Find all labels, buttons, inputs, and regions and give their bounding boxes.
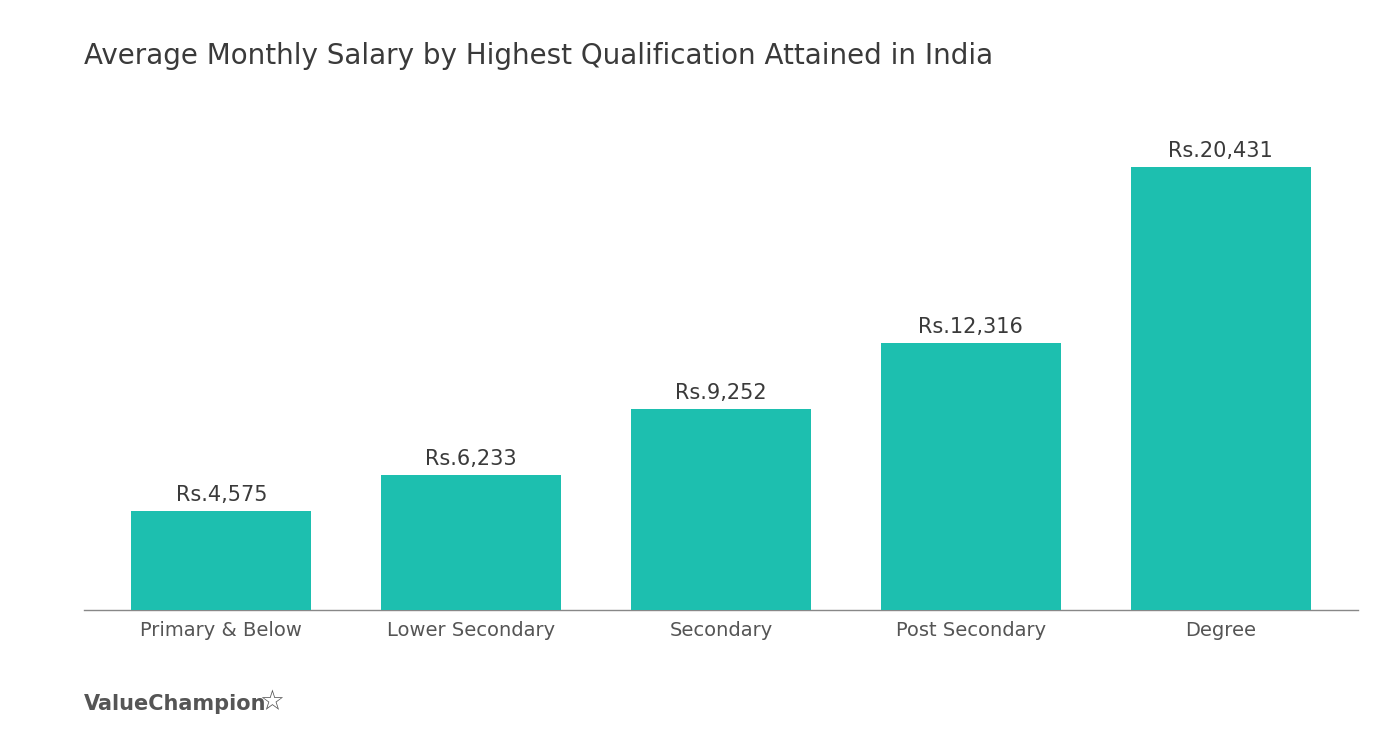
Text: Rs.4,575: Rs.4,575 bbox=[175, 485, 267, 504]
Text: Rs.6,233: Rs.6,233 bbox=[426, 449, 517, 469]
Text: Average Monthly Salary by Highest Qualification Attained in India: Average Monthly Salary by Highest Qualif… bbox=[84, 42, 993, 70]
Text: ValueChampion: ValueChampion bbox=[84, 694, 266, 714]
Bar bbox=[631, 409, 811, 610]
Text: ☆: ☆ bbox=[259, 687, 284, 716]
Bar bbox=[132, 511, 311, 610]
Bar bbox=[881, 343, 1061, 610]
Text: Rs.20,431: Rs.20,431 bbox=[1168, 141, 1273, 161]
Bar bbox=[381, 475, 561, 610]
Text: Rs.12,316: Rs.12,316 bbox=[918, 317, 1023, 337]
Text: Rs.9,252: Rs.9,252 bbox=[675, 383, 767, 403]
Bar bbox=[1131, 167, 1310, 610]
